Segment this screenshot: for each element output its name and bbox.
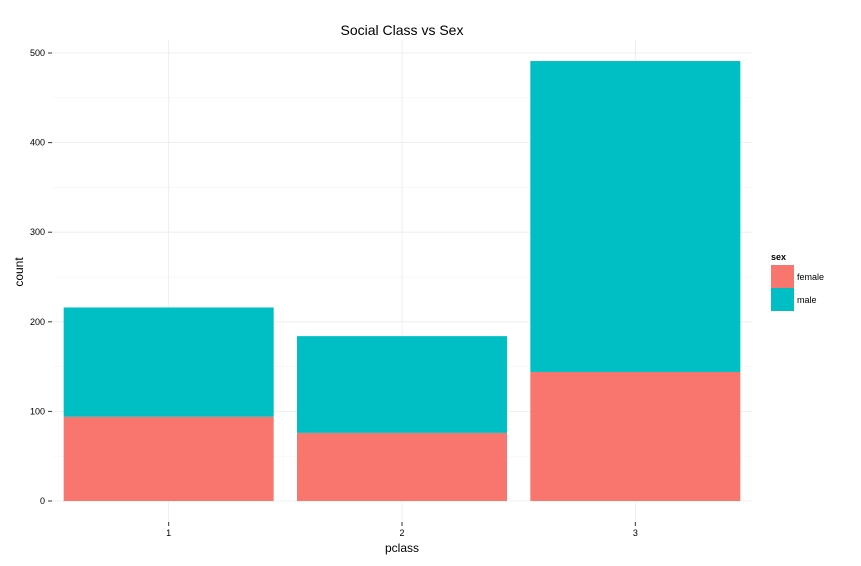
- y-tick-label: 200: [30, 317, 45, 327]
- y-tick-label: 400: [30, 138, 45, 148]
- legend-label-female: female: [797, 272, 824, 282]
- legend-label-male: male: [797, 295, 817, 305]
- legend-key-female: [771, 265, 794, 288]
- y-tick-label: 0: [40, 496, 45, 506]
- y-tick-label: 300: [30, 227, 45, 237]
- y-axis-title: count: [12, 257, 26, 287]
- bar-male-pclass-3: [530, 61, 741, 372]
- x-tick-label: 3: [633, 528, 638, 538]
- x-tick-label: 2: [399, 528, 404, 538]
- legend: sex female male: [771, 252, 824, 311]
- y-tick-label: 500: [30, 48, 45, 58]
- bar-male-pclass-1: [63, 307, 274, 417]
- x-axis: 1 2 3: [166, 522, 638, 538]
- chart-title: Social Class vs Sex: [341, 22, 464, 38]
- legend-key-male: [771, 288, 794, 311]
- bar-female-pclass-2: [297, 432, 507, 501]
- y-tick-label: 100: [30, 406, 45, 416]
- bar-female-pclass-1: [63, 416, 274, 501]
- x-tick-label: 1: [166, 528, 171, 538]
- bars: [63, 61, 741, 501]
- y-axis: 0 100 200 300 400 500: [30, 48, 52, 506]
- bar-female-pclass-3: [530, 371, 741, 501]
- x-axis-title: pclass: [385, 541, 419, 555]
- legend-title: sex: [771, 252, 786, 262]
- bar-male-pclass-2: [297, 336, 507, 433]
